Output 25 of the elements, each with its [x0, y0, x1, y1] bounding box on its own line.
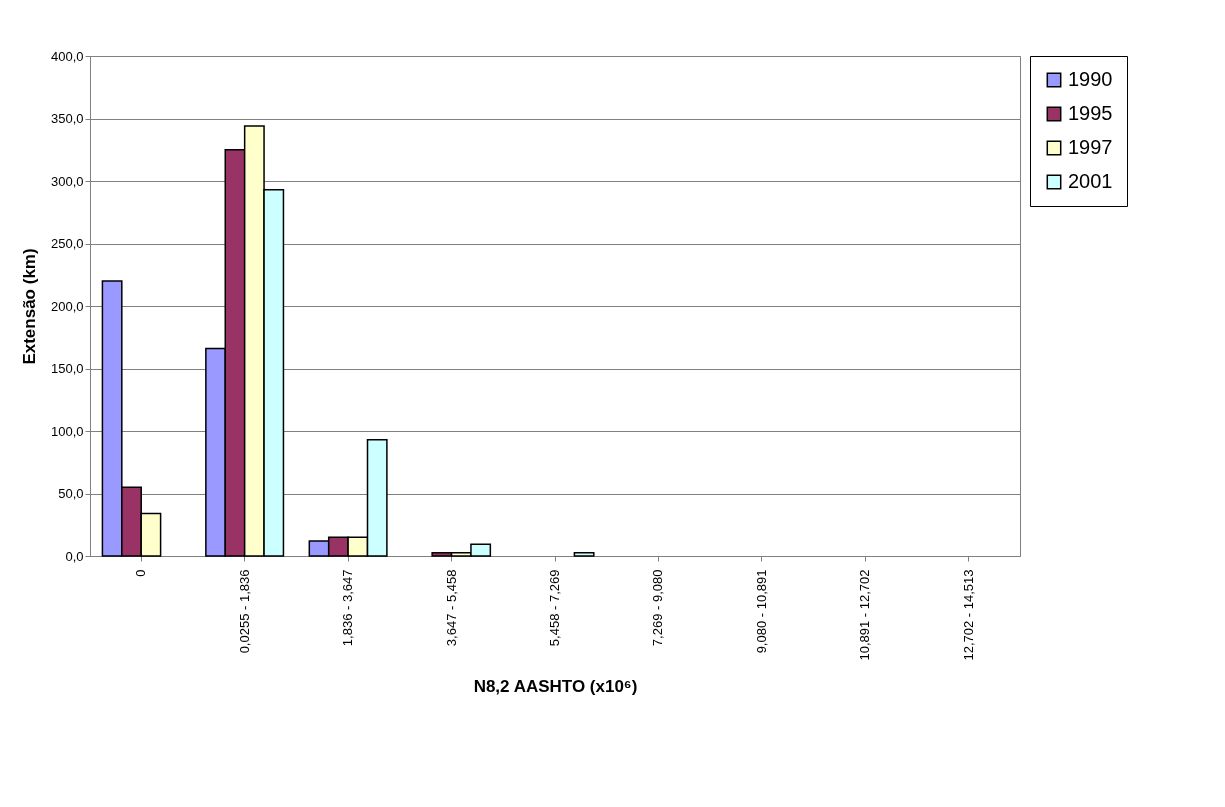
y-tick-label: 300,0 [50, 173, 84, 189]
legend-label: 1995 [1068, 102, 1113, 124]
y-axis-title: Extensão (km) [19, 248, 39, 365]
y-tick-label: 250,0 [50, 236, 84, 251]
x-tick-label: 3,647 - 5,458 [443, 569, 459, 647]
y-tick-label: 0,0 [65, 548, 84, 564]
x-tick-label: 9,080 - 10,891 [753, 569, 769, 654]
legend-label: 1997 [1068, 136, 1113, 158]
y-tick-label: 150,0 [50, 361, 84, 376]
x-tick-label: 0,0255 - 1,836 [236, 569, 252, 654]
x-tick-label: 7,269 - 9,080 [650, 569, 666, 647]
legend-label: 2001 [1068, 170, 1113, 192]
x-axis-title: N8,2 AASHTO (x10⁶) [473, 676, 638, 696]
x-tick-label: 5,458 - 7,269 [547, 569, 562, 647]
y-tick-label: 100,0 [50, 423, 84, 439]
x-tick-label: 0 [133, 569, 149, 577]
x-tick-label: 10,891 - 12,702 [857, 569, 873, 661]
x-tick-label: 1,836 - 3,647 [340, 569, 356, 647]
legend-label: 1990 [1068, 68, 1113, 90]
y-tick-label: 200,0 [50, 298, 84, 314]
y-tick-label: 350,0 [50, 111, 84, 126]
bar [573, 551, 595, 557]
y-tick-label: 400,0 [50, 48, 84, 64]
x-tick-label: 12,702 - 14,513 [960, 569, 976, 661]
y-tick-label: 50,0 [58, 486, 84, 501]
